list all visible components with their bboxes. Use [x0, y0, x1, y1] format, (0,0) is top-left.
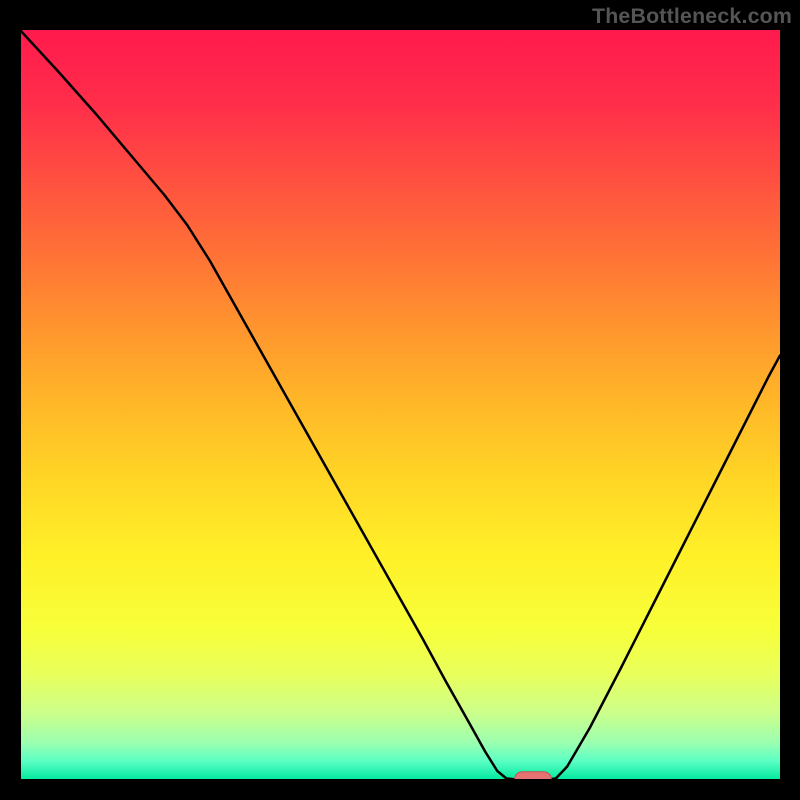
optimum-marker — [515, 772, 551, 780]
chart-container: TheBottleneck.com — [0, 0, 800, 800]
bottleneck-chart — [20, 30, 780, 780]
watermark-text: TheBottleneck.com — [592, 4, 792, 29]
gradient-background — [20, 30, 780, 780]
